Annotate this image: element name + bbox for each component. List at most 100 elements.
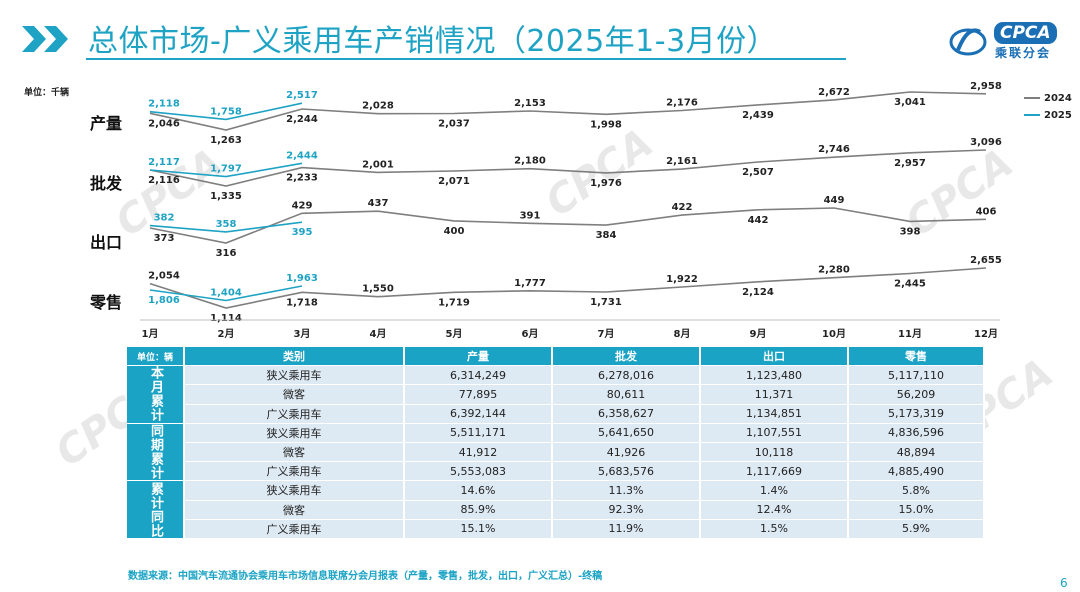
series-line-2025 [149, 221, 303, 233]
data-label: 1,719 [438, 297, 470, 308]
data-label: 2,180 [514, 156, 546, 167]
series-line-2025 [149, 102, 303, 121]
table-cell-value: 5,511,171 [404, 423, 553, 443]
table-row: 微客 85.9% 92.3% 12.4% 15.0% [127, 500, 985, 520]
table-cell-value: 5,641,650 [552, 423, 701, 443]
table-cell-value: 6,392,144 [404, 404, 553, 424]
x-tick-label: 8月 [674, 328, 691, 340]
x-tick-label: 1月 [142, 328, 159, 340]
data-label: 2,655 [970, 255, 1002, 266]
table-cell-value: 15.0% [848, 500, 985, 520]
data-label: 449 [824, 195, 845, 206]
data-label: 2,233 [286, 173, 318, 184]
data-label: 1,550 [362, 284, 394, 295]
table-cell-category: 狭义乘用车 [184, 480, 405, 501]
series-line-2024 [149, 207, 987, 244]
series-line-2025 [149, 162, 303, 178]
data-label: 316 [216, 248, 237, 259]
table-cell-category: 微客 [184, 384, 405, 405]
table-cell-value: 6,314,249 [404, 365, 553, 386]
table-cell-value: 6,278,016 [552, 365, 701, 386]
summary-table: 单位：辆 类别 产量 批发 出口 零售 本月累计 狭义乘用车 6,314,249 6,… [127, 347, 985, 539]
table-row: 累计同比 狭义乘用车 14.6% 11.3% 1.4% 5.8% [127, 480, 985, 539]
table-cell-value: 5,117,110 [848, 365, 985, 386]
logo-text: CPCA [994, 22, 1057, 44]
data-label: 395 [292, 227, 313, 238]
x-tick-label: 3月 [294, 328, 311, 340]
table-cell-value: 14.6% [404, 480, 553, 501]
legend-label-2024: 2024 [1044, 93, 1072, 104]
row-group-label: 本月累计 [127, 365, 185, 424]
table-body: 本月累计 狭义乘用车 6,314,249 6,278,016 1,123,480 5,11… [127, 365, 985, 539]
legend-swatch-2025 [1024, 114, 1040, 116]
data-label: 2,071 [438, 176, 470, 187]
header-retail: 零售 [848, 347, 985, 367]
series-line-2024 [149, 91, 987, 131]
table-cell-value: 11,371 [700, 384, 849, 405]
row-group-label: 累计同比 [127, 480, 185, 539]
table-cell-value: 92.3% [552, 500, 701, 520]
table-cell-value: 56,209 [848, 384, 985, 405]
data-label: 2,244 [286, 114, 318, 125]
data-label: 1,114 [210, 313, 242, 324]
data-label: 437 [368, 198, 389, 209]
table-cell-value: 1,123,480 [700, 365, 849, 386]
data-label: 429 [292, 200, 313, 211]
x-tick-label: 12月 [974, 328, 998, 340]
data-label: 2,439 [742, 110, 774, 121]
data-label: 2,672 [818, 87, 850, 98]
data-label: 2,161 [666, 156, 698, 167]
table-row: 广义乘用车 6,392,144 6,358,627 1,134,851 5,173,31… [127, 404, 985, 424]
table-header-row: 单位：辆 类别 产量 批发 出口 零售 [127, 347, 985, 367]
table-row: 本月累计 狭义乘用车 6,314,249 6,278,016 1,123,480 5,11… [127, 365, 985, 424]
x-tick-label: 5月 [446, 328, 463, 340]
x-tick-label: 9月 [750, 328, 767, 340]
header: 总体市场-广义乘用车产销情况（2025年1-3月份） CPCA 乘联分会 [0, 0, 1080, 70]
table-unit: 单位：辆 [127, 347, 185, 367]
data-label: 2,746 [818, 144, 850, 155]
data-label: 1,335 [210, 191, 242, 202]
table-cell-value: 1,107,551 [700, 423, 849, 443]
legend-2025: 2025 [1024, 110, 1072, 121]
table-cell-value: 12.4% [700, 500, 849, 520]
table-cell-category: 狭义乘用车 [184, 423, 405, 443]
data-label: 2,046 [148, 118, 180, 129]
data-label: 2,124 [742, 287, 774, 298]
data-source-note: 数据来源：中国汽车流通协会乘用车市场信息联席分会月报表（产量，零售，批发，出口，… [128, 571, 603, 582]
header-export: 出口 [700, 347, 849, 367]
table-cell-value: 5.9% [848, 519, 985, 539]
data-label: 2,958 [970, 81, 1002, 92]
data-label: 1,263 [210, 135, 242, 146]
table-cell-value: 85.9% [404, 500, 553, 520]
data-label: 1,963 [286, 273, 318, 284]
panel-label-production: 产量 [90, 114, 123, 133]
data-label: 398 [900, 226, 921, 237]
line-chart: 2,046 1,263 2,244 2,028 2,037 2,153 1,998 2,176… [140, 81, 1002, 340]
data-label: 1,976 [590, 178, 622, 189]
data-label: 1,806 [148, 295, 180, 306]
data-label: 406 [976, 206, 997, 217]
data-label: 2,001 [362, 159, 394, 170]
x-tick-label: 10月 [822, 328, 846, 340]
data-label: 400 [444, 226, 465, 237]
table-cell-value: 6,358,627 [552, 404, 701, 424]
data-label: 391 [520, 210, 541, 221]
row-group-label: 同期累计 [127, 423, 185, 482]
title-underline [86, 58, 846, 60]
data-label: 1,922 [666, 274, 698, 285]
data-label: 2,444 [286, 150, 318, 161]
data-label: 422 [672, 202, 693, 213]
data-label: 2,116 [148, 175, 180, 186]
table-row: 微客 77,895 80,611 11,371 56,209 [127, 384, 985, 405]
x-tick-label: 11月 [898, 328, 922, 340]
series-line-2025 [149, 285, 303, 302]
data-label: 358 [216, 219, 237, 230]
table-cell-value: 41,926 [552, 442, 701, 463]
data-label: 384 [596, 230, 617, 241]
table-cell-category: 广义乘用车 [184, 461, 405, 482]
data-label: 1,404 [210, 288, 242, 299]
table-cell-value: 1.5% [700, 519, 849, 539]
data-label: 2,153 [514, 98, 546, 109]
data-label: 442 [748, 215, 769, 226]
table-cell-value: 5,553,083 [404, 461, 553, 482]
